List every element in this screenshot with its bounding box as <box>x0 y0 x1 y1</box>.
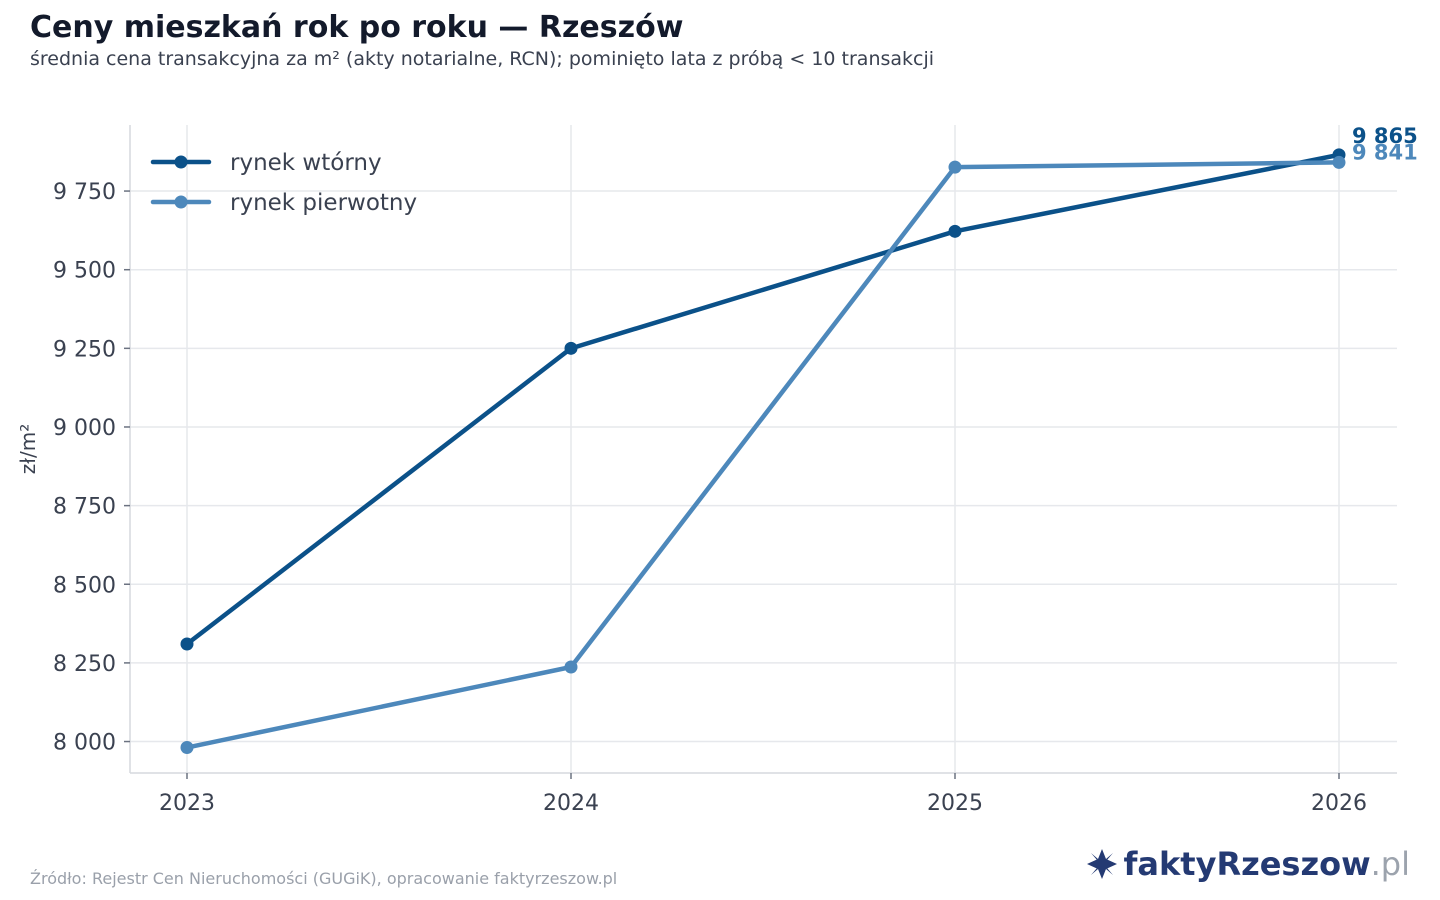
data-point <box>1332 155 1346 169</box>
y-tick-label: 8 500 <box>53 573 116 598</box>
x-tick-label: 2026 <box>1311 791 1367 816</box>
y-tick-label: 9 750 <box>53 180 116 205</box>
data-point <box>180 637 194 651</box>
cross-logo-icon <box>1087 849 1118 879</box>
data-point <box>180 741 194 755</box>
data-point <box>564 660 578 674</box>
legend-swatch-marker <box>174 155 188 169</box>
logo-text-tld: .pl <box>1370 845 1410 883</box>
source-note: Źródło: Rejestr Cen Nieruchomości (GUGiK… <box>30 869 618 888</box>
logo-text-main: faktyRzeszow <box>1123 845 1371 883</box>
y-tick-label: 9 500 <box>53 259 116 284</box>
x-tick-label: 2024 <box>543 791 599 816</box>
chart-subtitle: średnia cena transakcyjna za m² (akty no… <box>30 48 935 70</box>
legend-label: rynek wtórny <box>230 150 382 176</box>
x-tick-label: 2025 <box>927 791 983 816</box>
data-point <box>564 341 578 355</box>
y-tick-label: 8 750 <box>53 495 116 520</box>
chart-title: Ceny mieszkań rok po roku — Rzeszów <box>30 10 684 45</box>
y-tick-label: 9 250 <box>53 337 116 362</box>
x-tick-label: 2023 <box>159 791 215 816</box>
legend-label: rynek pierwotny <box>230 190 417 216</box>
brand-logo[interactable]: faktyRzeszow .pl <box>1085 845 1410 883</box>
data-point <box>948 224 962 238</box>
end-value-label: 9 865 <box>1352 124 1418 148</box>
legend-swatch-marker <box>174 195 188 209</box>
data-point <box>948 160 962 174</box>
series-line-1 <box>184 160 1342 750</box>
y-axis-title: zł/m² <box>16 424 40 474</box>
end-value-label: 9 841 <box>1352 140 1418 164</box>
y-tick-label: 9 000 <box>53 416 116 441</box>
y-tick-label: 8 000 <box>53 731 116 756</box>
series-line-0 <box>184 152 1342 647</box>
y-tick-label: 8 250 <box>53 652 116 677</box>
